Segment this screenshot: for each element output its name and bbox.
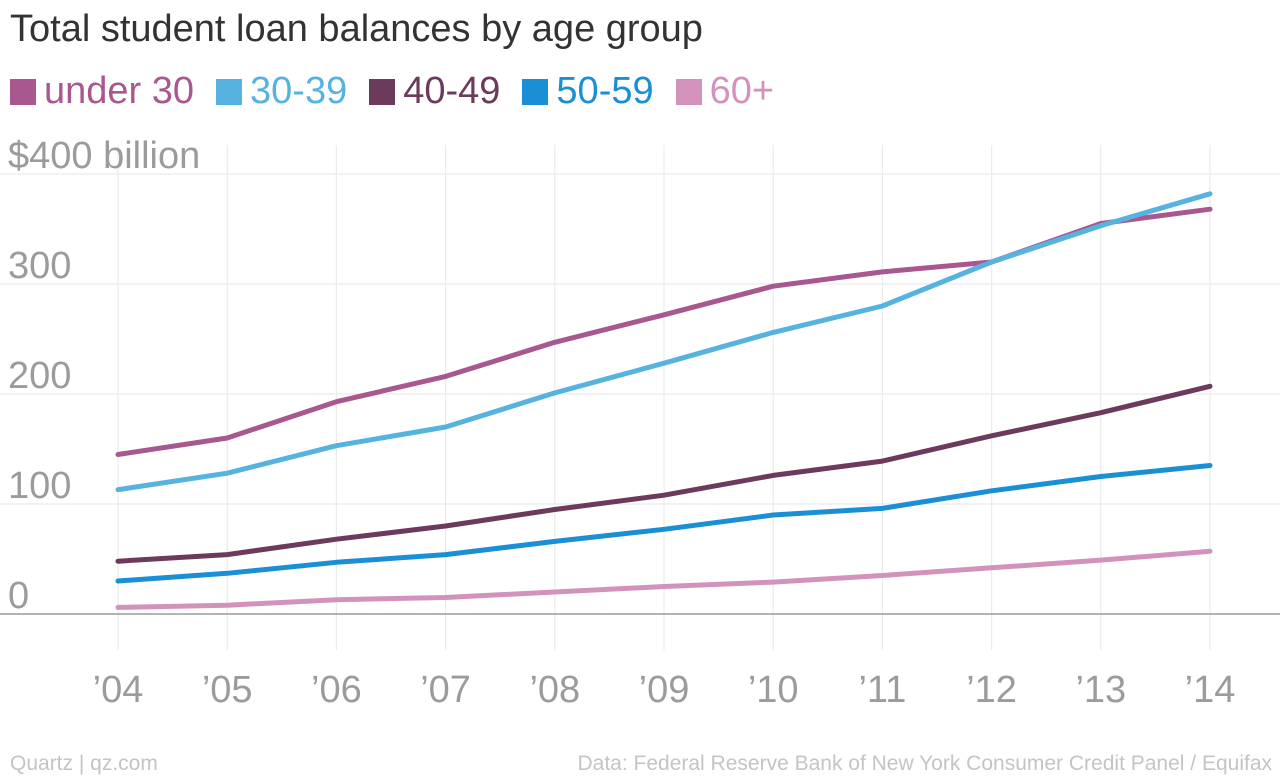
chart-title: Total student loan balances by age group: [10, 8, 703, 50]
y-tick-label: 200: [8, 355, 71, 397]
series-lines: [115, 191, 1213, 610]
legend-swatch-40-49: [369, 78, 396, 105]
x-tick-label: ’04: [93, 669, 144, 711]
y-tick-label: 300: [8, 245, 71, 287]
legend-label-50-59: 50-59: [556, 70, 654, 112]
legend-label-30-39: 30-39: [250, 70, 348, 112]
legend-swatch-60-plus: [675, 78, 702, 105]
x-tick-label: ’14: [1185, 669, 1236, 711]
y-axis-ticks: 0 100 200 300 $400 billion: [8, 135, 200, 617]
gridlines: [0, 145, 1280, 650]
legend-label-60-plus: 60+: [709, 70, 775, 112]
series-line-40-49: [115, 383, 1213, 564]
series-line-60: [115, 548, 1213, 610]
x-tick-label: ’09: [639, 669, 690, 711]
x-tick-label: ’12: [966, 669, 1017, 711]
x-tick-label: ’10: [748, 669, 799, 711]
x-tick-label: ’11: [858, 669, 906, 711]
x-tick-label: ’06: [311, 669, 362, 711]
footer-source: Data: Federal Reserve Bank of New York C…: [577, 752, 1272, 775]
x-tick-label: ’13: [1075, 669, 1126, 711]
legend-item-30-39: 30-39: [216, 70, 347, 113]
legend-label-under-30: under 30: [44, 70, 195, 112]
x-tick-label: ’05: [202, 669, 253, 711]
y-tick-label: $400 billion: [8, 135, 200, 177]
footer-credit: Quartz | qz.com: [10, 752, 158, 775]
x-tick-label: ’07: [420, 669, 471, 711]
legend-item-under-30: under 30: [10, 70, 194, 113]
legend-swatch-50-59: [522, 78, 549, 105]
legend-label-40-49: 40-49: [403, 70, 501, 112]
x-axis-ticks: ’04 ’05 ’06 ’07 ’08 ’09 ’10 ’11 ’12 ’13 ’14: [93, 669, 1236, 711]
legend-swatch-under-30: [10, 78, 36, 105]
legend: under 30 30-39 40-49 50-59 60+: [10, 70, 796, 113]
legend-item-50-59: 50-59: [522, 70, 654, 113]
x-tick-label: ’08: [529, 669, 580, 711]
legend-item-40-49: 40-49: [369, 70, 500, 113]
y-tick-label: 100: [8, 465, 71, 507]
series-line-30-39: [115, 191, 1213, 493]
legend-item-60-plus: 60+: [675, 70, 775, 113]
series-line-50-59: [115, 463, 1213, 584]
y-tick-label: 0: [8, 575, 29, 617]
legend-swatch-30-39: [216, 78, 243, 105]
